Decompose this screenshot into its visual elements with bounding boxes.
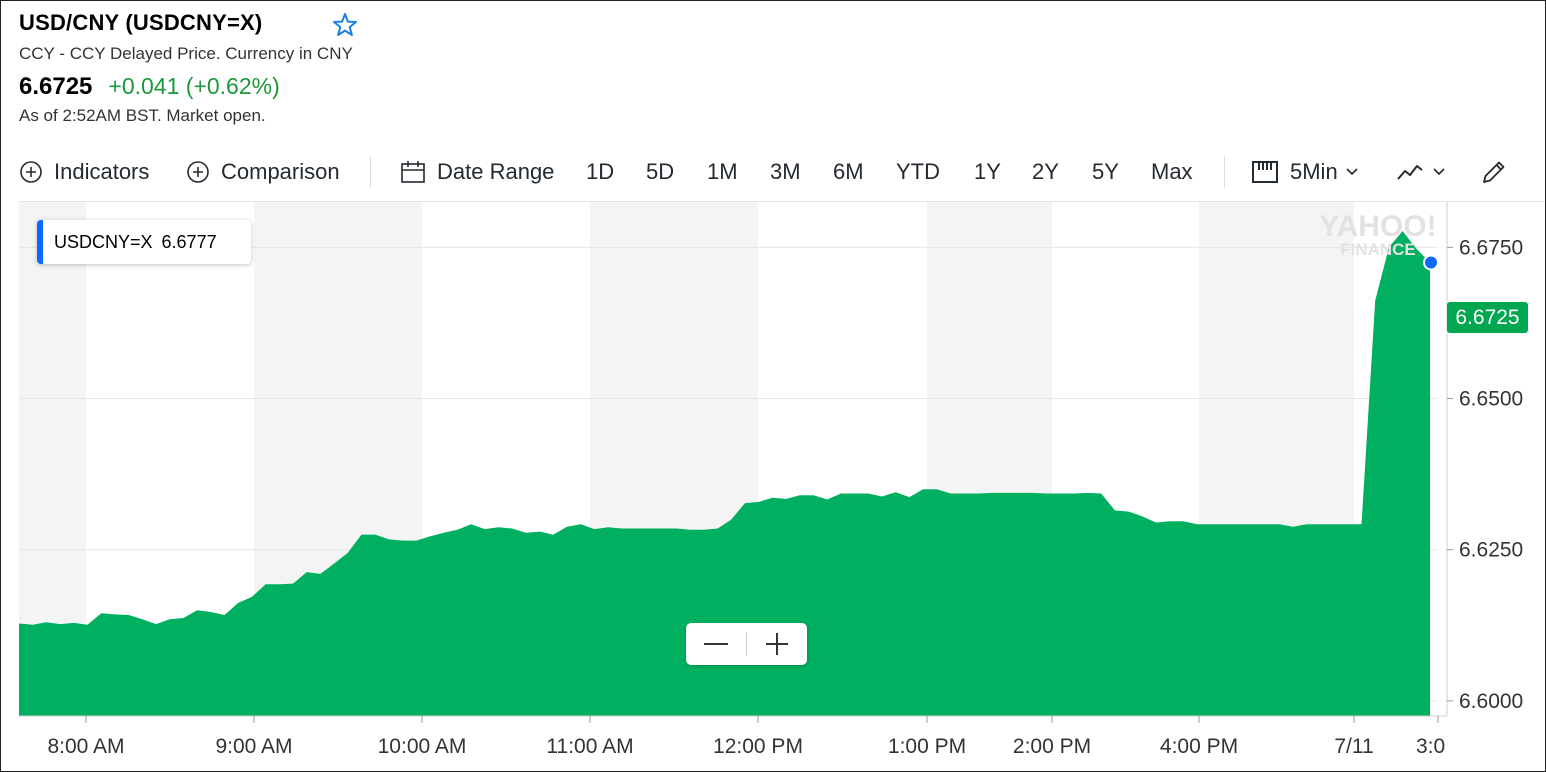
minus-icon	[704, 643, 728, 645]
price-line: 6.6725 +0.041 (+0.62%)	[19, 73, 280, 103]
toolbar-divider	[370, 156, 371, 188]
indicators-button[interactable]: Indicators	[19, 150, 149, 194]
interval-dropdown[interactable]: 5Min	[1251, 150, 1359, 194]
zoom-divider	[746, 632, 747, 656]
quote-subtitle: CCY - CCY Delayed Price. Currency in CNY	[19, 44, 353, 63]
x-tick-label: 1:00 PM	[888, 735, 966, 758]
y-tick-label: 6.6250	[1459, 539, 1523, 562]
chart-type-dropdown[interactable]	[1396, 150, 1446, 194]
x-tick-label: 12:00 PM	[713, 735, 803, 758]
y-tick-label: 6.6500	[1459, 388, 1523, 411]
page-title: USD/CNY (USDCNY=X)	[19, 10, 263, 35]
range-1m-button[interactable]: 1M	[707, 159, 738, 184]
candle-interval-icon	[1252, 161, 1278, 183]
toolbar-divider	[1224, 156, 1225, 188]
star-icon[interactable]	[331, 11, 359, 39]
draw-button[interactable]	[1480, 150, 1508, 194]
date-range-label: Date Range	[437, 159, 555, 184]
range-1y-button[interactable]: 1Y	[974, 159, 1001, 184]
zoom-out-button[interactable]	[686, 623, 746, 665]
range-5y-button[interactable]: 5Y	[1092, 159, 1119, 184]
x-tick-label: 8:00 AM	[47, 735, 124, 758]
x-tick-label: 11:00 AM	[546, 735, 633, 758]
x-tick-label: 7/11	[1334, 735, 1373, 758]
tooltip-value: 6.6777	[161, 231, 217, 252]
chevron-down-icon	[1433, 168, 1445, 176]
chevron-down-icon	[1346, 168, 1358, 176]
crosshair-tooltip: USDCNY=X 6.6777	[37, 220, 251, 264]
price-area	[19, 231, 1430, 716]
price-chart[interactable]: YAHOO!FINANCE 6.6000 6.6250 6.6500 6.6750 8:0…	[0, 202, 1546, 772]
interval-label: 5Min	[1290, 159, 1338, 184]
current-price: 6.6725	[19, 73, 93, 100]
x-tick-label: 4:00 PM	[1160, 735, 1238, 758]
last-price-marker	[1423, 254, 1439, 271]
zoom-control	[686, 623, 807, 665]
comparison-button[interactable]: Comparison	[186, 150, 340, 194]
plus-circle-icon	[20, 161, 42, 183]
plus-circle-icon	[187, 161, 209, 183]
tooltip-symbol: USDCNY=X	[54, 231, 153, 252]
line-chart-icon	[1397, 165, 1423, 180]
watermark-logo: YAHOO!	[1319, 210, 1436, 243]
tooltip-accent-bar	[37, 220, 43, 264]
range-3m-button[interactable]: 3M	[770, 159, 801, 184]
indicators-label: Indicators	[54, 159, 150, 184]
y-tick-label: 6.6750	[1459, 236, 1523, 259]
date-range-button[interactable]: Date Range	[400, 150, 554, 194]
comparison-label: Comparison	[221, 159, 340, 184]
pencil-icon	[1483, 161, 1505, 183]
range-6m-button[interactable]: 6M	[833, 159, 864, 184]
range-2y-button[interactable]: 2Y	[1032, 159, 1059, 184]
watermark-logo-sub: FINANCE	[1340, 240, 1416, 259]
x-tick-label: 3:0	[1416, 735, 1445, 758]
range-5d-button[interactable]: 5D	[646, 159, 675, 184]
price-change: +0.041 (+0.62%)	[108, 73, 280, 99]
zoom-in-button[interactable]	[747, 623, 807, 665]
range-max-button[interactable]: Max	[1151, 159, 1193, 184]
x-tick-label: 10:00 AM	[378, 735, 467, 758]
calendar-icon	[401, 161, 425, 183]
x-tick-label: 2:00 PM	[1013, 735, 1091, 758]
as-of-timestamp: As of 2:52AM BST. Market open.	[19, 106, 266, 125]
chart-toolbar: Indicators Comparison Date Range 1D 5D 1…	[0, 150, 1546, 194]
toolbar-rule	[19, 201, 1544, 202]
y-tick-label: 6.6000	[1459, 690, 1523, 713]
range-ytd-button[interactable]: YTD	[896, 159, 940, 184]
x-tick-label: 9:00 AM	[215, 735, 292, 758]
range-1d-button[interactable]: 1D	[586, 159, 615, 184]
last-price-badge: 6.6725	[1447, 302, 1528, 333]
plus-icon	[766, 633, 788, 655]
